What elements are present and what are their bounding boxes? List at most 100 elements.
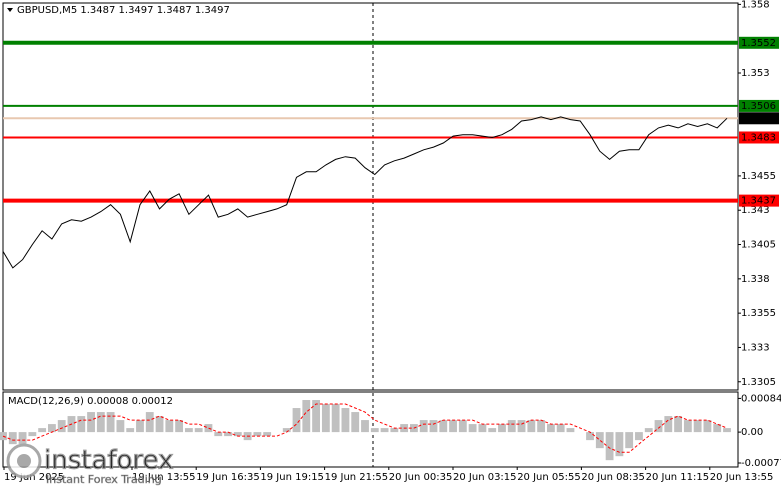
macd-bar: [498, 424, 506, 433]
macd-bar: [546, 424, 555, 433]
macd-bar: [341, 408, 350, 433]
macd-bar: [77, 416, 86, 433]
price-level-tag: [739, 36, 779, 49]
macd-bar: [654, 420, 663, 433]
macd-bar: [361, 420, 369, 433]
macd-bar: [18, 432, 27, 445]
price-level-label: 1.3437: [741, 196, 776, 207]
watermark: instaforex Instant Forex Trading: [6, 443, 174, 486]
price-level-tag: [739, 194, 779, 207]
macd-bar: [175, 420, 184, 433]
macd-bar: [8, 432, 17, 445]
macd-bar: [204, 424, 213, 433]
x-tick-label: 19 Jun 16:35: [196, 472, 260, 483]
macd-bar: [595, 432, 604, 449]
macd-bar: [507, 420, 516, 433]
price-level-label: 1.3483: [741, 132, 776, 143]
macd-bar: [625, 432, 634, 449]
macd-bar: [96, 412, 105, 433]
macd-bar: [380, 428, 389, 433]
macd-bar: [644, 428, 653, 433]
x-tick-label: 19 Jun 13:55: [132, 472, 196, 483]
macd-signal: [2, 403, 728, 453]
macd-bar: [478, 424, 487, 433]
y-tick-label: 1.333: [741, 342, 770, 353]
y-tick-label: 1.3455: [741, 171, 776, 182]
macd-bar: [28, 432, 37, 437]
macd-bar: [292, 408, 301, 433]
watermark-logo-core: [17, 454, 31, 468]
macd-bar: [566, 428, 575, 433]
price-level-label: 1.3506: [741, 101, 776, 112]
price-level-label: 1.3497: [741, 113, 776, 124]
price-line: [2, 116, 728, 269]
macd-bar: [116, 420, 125, 433]
macd-bar: [527, 420, 536, 433]
macd-bar: [615, 432, 624, 457]
y-tick-label: 1.353: [741, 68, 770, 79]
x-tick-label: 20 Jun 00:35: [389, 472, 453, 483]
y-tick-label: 1.3405: [741, 240, 776, 251]
y-tick-label: 1.343: [741, 205, 770, 216]
watermark-brand: instaforex: [44, 446, 173, 476]
y-tick-label: -0.00077: [741, 458, 781, 469]
x-tick-label: 19 Jun 21:55: [325, 472, 389, 483]
macd-bar: [136, 420, 144, 433]
macd-bar: [184, 428, 193, 433]
macd-bar: [390, 428, 399, 433]
y-tick-label: 1.358: [741, 0, 770, 10]
x-tick-label: 20 Jun 03:15: [453, 472, 517, 483]
macd-bar: [321, 404, 330, 433]
macd-bar: [556, 424, 565, 433]
macd-bar: [703, 420, 712, 433]
macd-bar: [253, 432, 262, 437]
symbol-icon: [7, 8, 13, 12]
macd-bar: [693, 420, 702, 433]
macd-bar: [429, 420, 438, 433]
macd-bar: [302, 400, 311, 433]
macd-bar: [57, 420, 66, 433]
macd-bar: [713, 424, 722, 433]
macd-bar: [38, 428, 47, 433]
macd-bar: [517, 420, 526, 433]
x-tick-label: 20 Jun 13:55: [710, 472, 774, 483]
macd-bar: [48, 424, 56, 433]
price-level-tag: [739, 131, 779, 144]
macd-bar: [537, 420, 546, 433]
macd-bar: [449, 420, 457, 433]
macd-bar: [370, 428, 379, 433]
macd-bar: [282, 428, 291, 433]
chart-title: GBPUSD,M5 1.3487 1.3497 1.3487 1.3497: [17, 5, 230, 16]
macd-bar: [468, 424, 477, 433]
macd-bar: [312, 400, 320, 433]
main-plot-frame: [2, 2, 739, 391]
macd-bar: [224, 432, 232, 437]
x-tick-label: 20 Jun 11:15: [646, 472, 710, 483]
macd-bar: [145, 412, 154, 433]
price-level-tag: [739, 112, 779, 125]
macd-bar: [106, 412, 115, 433]
macd-bar: [635, 432, 643, 441]
macd-bar: [214, 432, 223, 437]
macd-plot-frame: [2, 391, 739, 468]
macd-bar: [419, 420, 428, 433]
macd-bar: [155, 416, 164, 433]
macd-bar: [723, 428, 731, 433]
macd-bar: [351, 412, 360, 433]
macd-bar: [664, 416, 673, 433]
macd-bar: [586, 432, 594, 441]
macd-title: MACD(12,26,9) 0.00008 0.00012: [8, 396, 173, 407]
watermark-tagline: Instant Forex Trading: [46, 473, 162, 486]
y-tick-label: 0.00: [741, 427, 763, 438]
y-tick-label: 1.3305: [741, 377, 776, 388]
macd-bar: [605, 432, 614, 461]
price-level-label: 1.3552: [741, 38, 776, 49]
x-tick-label: 19 Jun 19:15: [260, 472, 324, 483]
macd-bar: [263, 432, 272, 437]
macd-bar: [458, 420, 467, 433]
price-level-tag: [739, 99, 779, 112]
macd-bar: [331, 404, 340, 433]
macd-bar: [87, 412, 95, 433]
